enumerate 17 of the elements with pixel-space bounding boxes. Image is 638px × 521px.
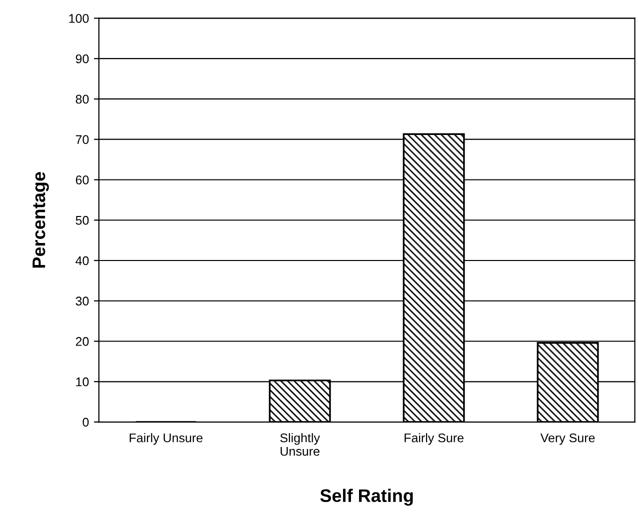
y-tick-label: 10 xyxy=(76,377,89,386)
y-tick-label: 70 xyxy=(76,135,89,144)
y-axis-title: Percentage xyxy=(32,172,49,268)
y-tick-label: 100 xyxy=(69,14,89,23)
y-tick-label: 0 xyxy=(82,418,89,427)
y-tick-label: 80 xyxy=(76,94,89,104)
y-tick-label: 90 xyxy=(76,54,89,64)
y-tick-label: 50 xyxy=(76,216,89,225)
y-tick-label: 40 xyxy=(76,256,89,266)
x-tick-label: Slightly Unsure xyxy=(280,433,320,456)
x-tick-label: Very Sure xyxy=(540,433,595,445)
x-tick-label: Fairly Sure xyxy=(404,433,464,445)
y-tick-label: 20 xyxy=(76,337,89,346)
x-tick-label: Fairly Unsure xyxy=(130,433,202,445)
y-tick-label: 30 xyxy=(76,296,89,306)
x-axis-title: Self Rating xyxy=(320,488,413,506)
y-tick-label: 60 xyxy=(76,176,89,184)
